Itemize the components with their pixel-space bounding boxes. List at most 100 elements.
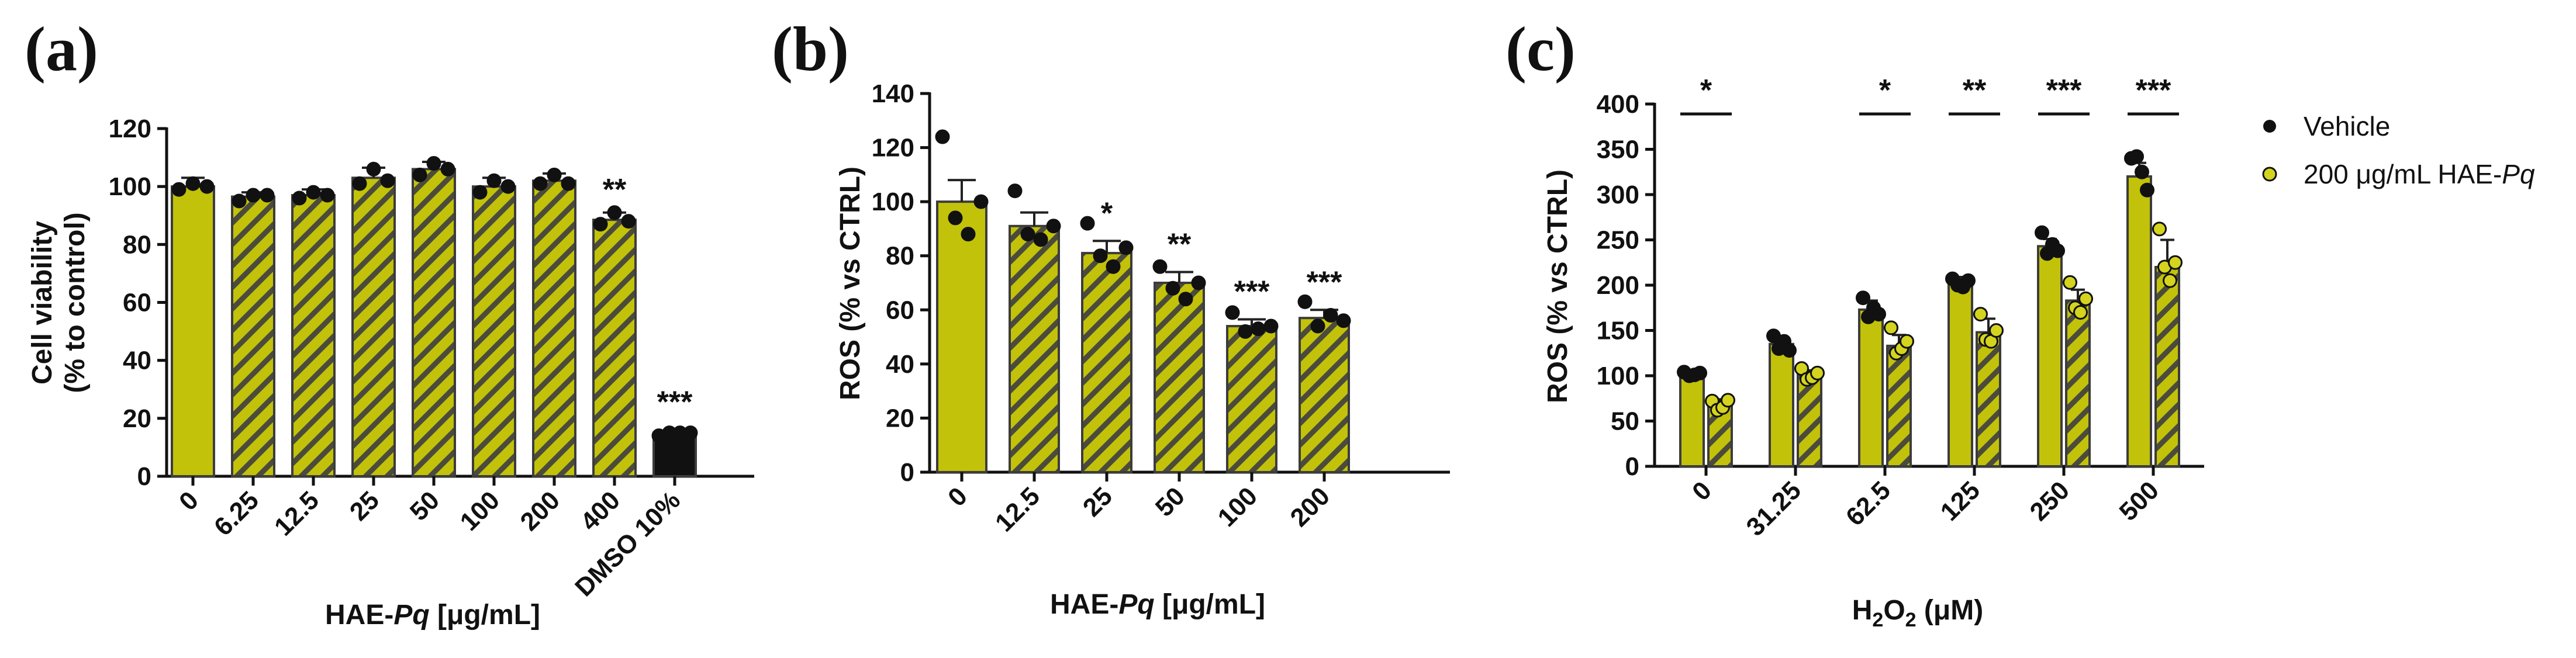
b-bar-3-point bbox=[1178, 292, 1193, 307]
c-x-axis-title: H2O2 (μM) bbox=[1852, 595, 1984, 631]
c-x-tick-label: 0 bbox=[1687, 476, 1717, 506]
a-bar-5-point bbox=[486, 173, 502, 188]
b-bar-5-point bbox=[1323, 308, 1338, 323]
c-treated-bar-5 bbox=[2154, 266, 2180, 467]
a-bar-5-point bbox=[472, 185, 488, 200]
a-y-tick-label: 20 bbox=[123, 404, 151, 433]
c-x-tick-label: 62.5 bbox=[1841, 476, 1896, 531]
a-bar-6-point bbox=[533, 176, 548, 191]
b-significance: *** bbox=[1307, 265, 1342, 299]
a-bar-2-point bbox=[306, 185, 321, 200]
a-significance: *** bbox=[657, 386, 693, 420]
c-vehicle-bar-3 bbox=[1947, 281, 1973, 467]
c-vehicle-bar-5-point bbox=[2129, 149, 2144, 164]
b-bar-4-point bbox=[1263, 318, 1279, 334]
c-vehicle-bar-0 bbox=[1679, 372, 1705, 468]
a-y-tick-label: 80 bbox=[123, 230, 151, 259]
b-bar-2-point bbox=[1118, 240, 1134, 255]
a-x-tick-label: 100 bbox=[455, 486, 506, 536]
a-bar-0 bbox=[171, 185, 215, 477]
a-x-tick-label: 200 bbox=[515, 486, 566, 536]
a-bar-0-point bbox=[171, 182, 187, 197]
b-y-tick-label: 60 bbox=[886, 296, 914, 324]
b-x-tick-label: 100 bbox=[1213, 482, 1263, 532]
c-treated-bar-2 bbox=[1886, 344, 1912, 467]
a-bar-5 bbox=[472, 185, 516, 477]
b-bar-5-point bbox=[1297, 294, 1313, 309]
a-bar-3-point bbox=[380, 173, 395, 188]
c-vehicle-bar-2-point bbox=[1856, 290, 1870, 306]
a-bar-4-point bbox=[440, 161, 455, 176]
a-x-tick-label: 50 bbox=[405, 486, 445, 526]
b-y-tick-label: 0 bbox=[900, 458, 914, 487]
c-vehicle-bar-5-point bbox=[2140, 182, 2154, 198]
b-bar-5-point bbox=[1336, 313, 1351, 328]
c-y-tick-label: 350 bbox=[1597, 136, 1639, 164]
c-vehicle-bar-1 bbox=[1769, 342, 1794, 467]
a-bar-5-point bbox=[500, 179, 516, 194]
b-bar-1 bbox=[1009, 224, 1060, 473]
a-bar-dmso-point bbox=[683, 425, 698, 441]
c-vehicle-bar-4-point bbox=[2050, 243, 2065, 258]
c-treated-bar-3 bbox=[1976, 331, 2001, 467]
panel-a-label: (a) bbox=[25, 15, 98, 84]
c-vehicle-bar-4-point bbox=[2035, 225, 2049, 240]
b-bar-4-point bbox=[1251, 321, 1266, 337]
c-vehicle-bar-5-point bbox=[2135, 164, 2149, 179]
a-bar-1-point bbox=[246, 188, 261, 203]
b-bar-2-point bbox=[1093, 248, 1108, 264]
a-bar-3 bbox=[351, 176, 396, 477]
c-treated-bar-4 bbox=[2065, 299, 2091, 467]
b-x-tick-label: 25 bbox=[1078, 482, 1118, 522]
b-bar-1-point bbox=[1007, 183, 1023, 199]
a-significance: ** bbox=[603, 173, 627, 207]
b-x-tick-label: 50 bbox=[1150, 482, 1190, 522]
b-y-tick-label: 40 bbox=[886, 350, 914, 379]
b-y-tick-label: 80 bbox=[886, 242, 914, 271]
c-treated-bar-1 bbox=[1797, 373, 1822, 468]
b-bar-4 bbox=[1226, 325, 1277, 473]
b-bar-0-point bbox=[948, 210, 963, 226]
a-bar-1 bbox=[231, 195, 275, 477]
b-bar-4-point bbox=[1225, 305, 1240, 320]
b-x-axis-title: HAE-Pq [μg/mL] bbox=[1050, 589, 1265, 620]
c-treated-bar-1-point bbox=[1810, 365, 1825, 380]
c-treated-bar-5-point bbox=[2163, 273, 2177, 288]
c-treated-bar-4-point bbox=[2063, 275, 2077, 290]
a-y-tick-label: 0 bbox=[137, 462, 151, 491]
c-vehicle-bar-4 bbox=[2037, 245, 2063, 467]
a-bar-7-point bbox=[593, 217, 608, 232]
c-vehicle-bar-2-point bbox=[1871, 307, 1886, 322]
a-x-tick-label: 25 bbox=[344, 486, 385, 526]
a-bar-3-point bbox=[366, 161, 381, 176]
a-y-tick-label: 60 bbox=[123, 289, 151, 317]
legend: Vehicle 200 μg/mL HAE-Pq bbox=[2262, 111, 2535, 189]
a-y-axis-title: Cell viability(% to control) bbox=[27, 212, 91, 393]
a-bar-2 bbox=[291, 194, 336, 477]
c-x-tick-label: 250 bbox=[2025, 476, 2076, 527]
c-y-tick-label: 100 bbox=[1597, 362, 1639, 390]
c-vehicle-bar-0-point bbox=[1693, 365, 1707, 380]
c-treated-bar-0-point bbox=[1721, 393, 1735, 408]
c-treated-bar-5-point bbox=[2152, 221, 2167, 237]
c-y-tick-label: 200 bbox=[1597, 271, 1639, 300]
a-bar-4 bbox=[412, 168, 456, 477]
b-x-tick-label: 0 bbox=[942, 482, 973, 512]
legend-treated-label: 200 μg/mL HAE-Pq bbox=[2304, 159, 2535, 189]
a-bar-2-point bbox=[320, 188, 335, 203]
a-y-tick-label: 40 bbox=[123, 347, 151, 375]
chart-c: 0 50 100 150 200 250 300 350 400 0 * 31.25 62.5 * 125 *… bbox=[1542, 74, 2204, 631]
c-treated-bar-5-point bbox=[2168, 255, 2183, 270]
a-x-axis-title: HAE-Pq [μg/mL] bbox=[325, 600, 540, 631]
c-treated-bar-3-point bbox=[1989, 323, 2004, 338]
c-x-tick-label: 125 bbox=[1935, 476, 1986, 527]
b-bar-2 bbox=[1081, 252, 1132, 473]
b-bar-3-point bbox=[1191, 275, 1206, 290]
a-x-tick-label: 0 bbox=[174, 486, 204, 516]
a-bar-7 bbox=[592, 219, 637, 477]
c-y-tick-label: 250 bbox=[1597, 226, 1639, 255]
c-significance: *** bbox=[2136, 74, 2171, 108]
panel-c-label: (c) bbox=[1505, 15, 1576, 84]
a-bar-2-point bbox=[292, 191, 307, 206]
